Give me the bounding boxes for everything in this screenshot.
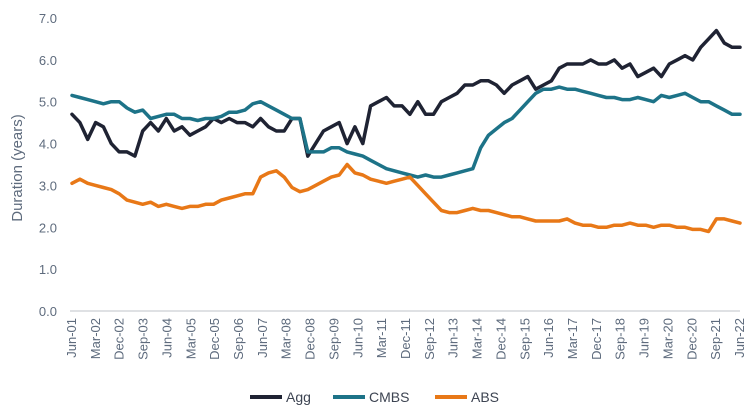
x-tick-label: Sep-03 [136, 318, 151, 360]
x-tick-label: Dec-20 [684, 318, 699, 360]
x-tick-label: Jun-13 [446, 318, 461, 358]
y-tick-label: 4.0 [39, 137, 57, 152]
x-tick-label: Jun-07 [255, 318, 270, 358]
y-tick-label: 0.0 [39, 304, 57, 319]
y-tick-label: 5.0 [39, 95, 57, 110]
x-tick-label: Sep-12 [422, 318, 437, 360]
x-tick-label: Sep-06 [231, 318, 246, 360]
x-tick-label: Sep-15 [517, 318, 532, 360]
x-tick-label: Jun-10 [350, 318, 365, 358]
x-tick-label: Dec-11 [398, 318, 413, 359]
x-tick-label: Sep-21 [708, 318, 723, 360]
x-tick-label: Mar-14 [470, 318, 485, 359]
x-tick-label: Sep-09 [326, 318, 341, 360]
series-line-agg [70, 28, 742, 158]
series-line-abs [70, 162, 742, 234]
x-tick-label: Dec-08 [303, 318, 318, 360]
x-tick-label: Dec-05 [207, 318, 222, 360]
legend: Agg CMBS ABS [250, 389, 499, 405]
x-tick-label: Dec-17 [589, 318, 604, 360]
x-tick-label: Jun-01 [64, 318, 79, 358]
x-tick-label: Dec-14 [493, 318, 508, 360]
x-tick-label: Jun-22 [732, 318, 747, 358]
legend-label-agg: Agg [286, 389, 311, 405]
x-axis-ticks: Jun-01 Mar-02 Dec-02 Sep-03 Jun-04 Mar-05 Dec-… [64, 318, 747, 360]
x-tick-label: Jun-16 [541, 318, 556, 358]
legend-label-abs: ABS [471, 389, 499, 405]
y-tick-label: 1.0 [39, 262, 57, 277]
x-tick-label: Mar-02 [88, 318, 103, 359]
x-tick-label: Mar-20 [660, 318, 675, 359]
y-tick-label: 2.0 [39, 220, 57, 235]
y-tick-label: 7.0 [39, 11, 57, 26]
x-tick-label: Sep-18 [613, 318, 628, 360]
x-tick-label: Mar-08 [279, 318, 294, 359]
x-tick-label: Mar-05 [183, 318, 198, 359]
y-tick-label: 6.0 [39, 53, 57, 68]
y-axis-ticks: 0.0 1.0 2.0 3.0 4.0 5.0 6.0 7.0 [39, 11, 57, 319]
x-tick-label: Jun-19 [637, 318, 652, 358]
series-lines [70, 28, 742, 234]
x-tick-label: Mar-17 [565, 318, 580, 359]
y-tick-label: 3.0 [39, 178, 57, 193]
legend-label-cmbs: CMBS [369, 389, 409, 405]
series-line-cmbs [70, 85, 742, 179]
x-tick-label: Jun-04 [159, 318, 174, 358]
x-tick-label: Dec-02 [112, 318, 127, 360]
y-axis-title: Duration (years) [9, 114, 26, 222]
x-tick-label: Mar-11 [374, 318, 389, 358]
